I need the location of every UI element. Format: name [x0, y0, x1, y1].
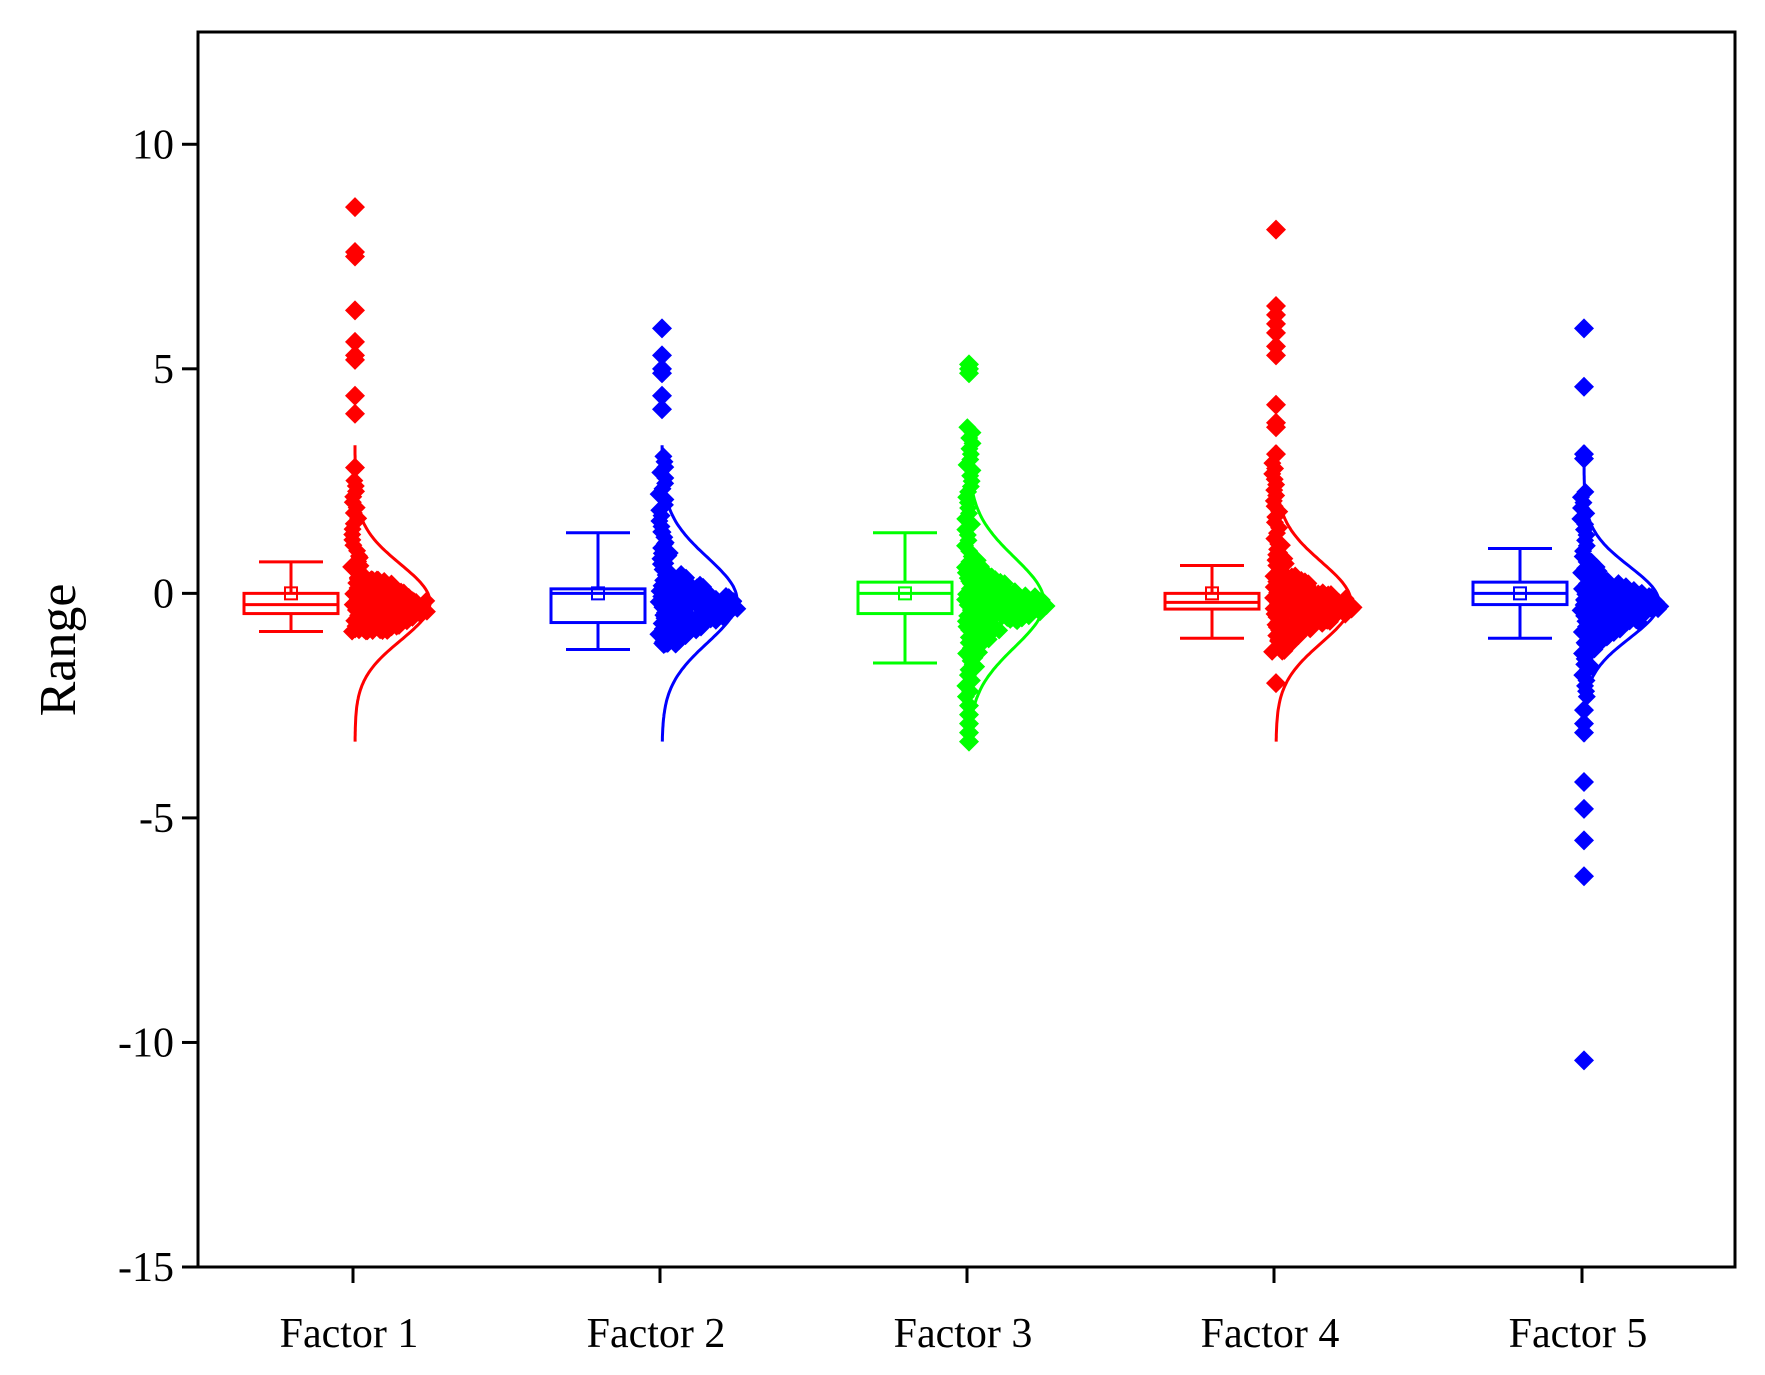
- x-tick-label: Factor 3: [894, 1311, 1033, 1357]
- outlier-point: [345, 246, 365, 267]
- x-tick-label: Factor 2: [587, 1311, 726, 1357]
- outlier-point: [345, 197, 365, 218]
- box-plot: [856, 531, 954, 665]
- data-point: [681, 584, 700, 603]
- data-point: [979, 630, 998, 649]
- box-plot: [1471, 546, 1569, 640]
- outlier-point: [652, 318, 672, 339]
- y-tick-label: -10: [118, 1020, 174, 1066]
- data-point: [1320, 612, 1339, 631]
- normal-distribution-curve: [1274, 445, 1353, 742]
- data-point: [393, 593, 412, 612]
- y-tick-label: -5: [139, 796, 174, 842]
- outlier-point: [1574, 318, 1594, 339]
- data-point: [373, 622, 392, 641]
- outlier-point: [1266, 219, 1286, 240]
- data-point: [1607, 611, 1626, 630]
- data-points: [956, 354, 1056, 752]
- outlier-point: [1574, 798, 1594, 819]
- outlier-point: [1574, 866, 1594, 887]
- data-point: [1598, 571, 1617, 590]
- y-tick-label: -15: [118, 1245, 174, 1291]
- outlier-point: [345, 300, 365, 321]
- data-points: [342, 197, 436, 641]
- data-point: [1294, 597, 1313, 616]
- outlier-point: [959, 363, 979, 384]
- y-tick-label: 10: [132, 122, 174, 168]
- data-point: [712, 602, 731, 621]
- data-point: [1321, 596, 1340, 615]
- data-point: [1284, 569, 1303, 588]
- data-point: [362, 570, 381, 589]
- data-point: [1286, 612, 1305, 631]
- data-point: [674, 604, 693, 623]
- data-point: [701, 610, 720, 629]
- y-tick-label: 0: [153, 571, 174, 617]
- outlier-point: [1574, 1050, 1594, 1071]
- outlier-point: [652, 385, 672, 406]
- outlier-point: [1266, 673, 1286, 694]
- data-point: [1631, 605, 1650, 624]
- outlier-point: [652, 399, 672, 420]
- x-tick-label: Factor 4: [1201, 1311, 1340, 1357]
- outlier-point: [345, 385, 365, 406]
- data-point: [993, 603, 1012, 622]
- data-point: [1019, 607, 1038, 626]
- data-point: [671, 623, 690, 642]
- normal-distribution-curve: [1582, 445, 1661, 742]
- data-point: [394, 583, 413, 602]
- outlier-point: [345, 349, 365, 370]
- outlier-point: [1266, 417, 1286, 438]
- outlier-point: [652, 363, 672, 384]
- box-mean-marker: [1205, 586, 1219, 601]
- x-axis: Factor 1 Factor 2 Factor 3 Factor 4 Factor 5: [280, 1267, 1648, 1357]
- box-plot: [242, 560, 340, 634]
- data-point: [407, 592, 426, 611]
- outlier-point: [345, 331, 365, 352]
- data-point: [381, 585, 400, 604]
- data-point: [1019, 590, 1038, 609]
- data-point: [1611, 590, 1630, 609]
- outlier-point: [345, 403, 365, 424]
- box-mean-marker: [591, 586, 605, 601]
- outlier-point: [1266, 394, 1286, 415]
- points-layer: [342, 197, 1670, 1071]
- outlier-point: [1266, 322, 1286, 343]
- data-point: [978, 595, 997, 614]
- box-plot: [1163, 564, 1261, 640]
- data-points: [649, 318, 747, 655]
- y-axis-title: Range: [30, 584, 87, 717]
- outlier-point: [1574, 376, 1594, 397]
- data-point: [986, 570, 1005, 589]
- data-point: [1281, 635, 1300, 654]
- box-layer: [242, 531, 1569, 665]
- y-axis: -15 -10 -5 0 5 10: [118, 122, 198, 1291]
- distribution-curve-layer: [353, 445, 1661, 742]
- y-tick-label: 5: [153, 347, 174, 393]
- normal-distribution-curve: [967, 445, 1046, 742]
- box-plot: [549, 531, 647, 651]
- outlier-point: [652, 345, 672, 366]
- box-mean-marker: [1513, 586, 1527, 601]
- data-point: [1005, 587, 1024, 606]
- x-tick-label: Factor 5: [1509, 1311, 1648, 1357]
- data-point: [958, 418, 977, 437]
- x-tick-label: Factor 1: [280, 1311, 419, 1357]
- outlier-point: [1574, 771, 1594, 792]
- data-points: [1263, 219, 1363, 694]
- normal-distribution-curve: [353, 445, 432, 742]
- outlier-point: [1574, 830, 1594, 851]
- normal-distribution-curve: [660, 445, 739, 742]
- data-point: [1338, 595, 1357, 614]
- outlier-point: [1266, 345, 1286, 366]
- box-mean-marker: [898, 586, 912, 601]
- data-point: [677, 568, 696, 587]
- box-mean-marker: [284, 586, 298, 601]
